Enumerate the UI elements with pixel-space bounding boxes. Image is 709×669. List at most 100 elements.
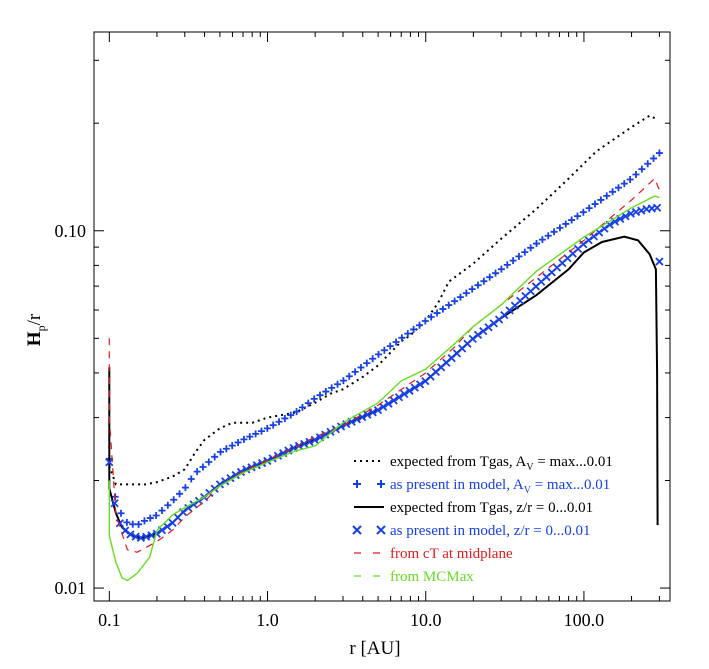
legend: expected from Tgas, AV = max...0.01 as pr… xyxy=(352,454,613,585)
series-point xyxy=(211,453,219,461)
series-point xyxy=(474,281,482,289)
series-point xyxy=(400,389,409,399)
series-mcmax xyxy=(108,195,660,582)
series-point xyxy=(550,228,558,236)
series-point xyxy=(217,448,225,456)
series-point xyxy=(433,309,441,317)
series-point xyxy=(352,415,362,424)
series-point xyxy=(281,414,289,422)
series-point xyxy=(363,359,371,367)
legend-label: expected from Tgas, AV = max...0.01 xyxy=(390,454,613,473)
series-point xyxy=(240,435,248,443)
series-point xyxy=(181,484,189,492)
series-point xyxy=(584,236,593,245)
legend-item: from cT at midplane xyxy=(354,546,513,562)
series-point xyxy=(489,319,498,328)
series-point xyxy=(334,380,342,388)
series-point xyxy=(439,305,447,313)
series-point xyxy=(456,293,464,301)
series-point xyxy=(316,391,324,399)
series-point xyxy=(322,388,330,396)
series-layer xyxy=(105,114,664,582)
legend-label: from MCMax xyxy=(390,569,474,585)
legend-label: as present in model, z/r = 0...0.01 xyxy=(390,523,591,539)
series-point xyxy=(603,192,611,200)
series-point xyxy=(263,424,271,432)
series-point xyxy=(110,499,119,508)
series-point xyxy=(650,154,658,162)
series-point xyxy=(410,383,419,392)
axis-ticks xyxy=(94,32,670,601)
series-point xyxy=(300,439,309,448)
series-point xyxy=(123,518,131,526)
series-point xyxy=(573,212,581,220)
x-tick-label: 100.0 xyxy=(564,610,605,630)
x-tick-label: 1.0 xyxy=(256,610,279,630)
series-point xyxy=(451,297,459,305)
series-point xyxy=(538,236,546,244)
legend-swatch xyxy=(352,525,362,535)
series-point xyxy=(556,224,564,232)
series-point xyxy=(497,265,505,273)
series-point xyxy=(339,377,347,385)
y-axis-title-main: H xyxy=(24,331,45,346)
legend-item: expected from Tgas, z/r = 0...0.01 xyxy=(354,500,593,516)
series-point xyxy=(392,338,400,346)
y-tick-label: 0.10 xyxy=(55,221,87,241)
legend-item: from MCMax xyxy=(354,569,474,585)
series-point xyxy=(117,509,125,517)
series-point xyxy=(562,220,570,228)
series-point xyxy=(375,350,383,358)
series-point xyxy=(298,403,306,411)
legend-item: as present in model, z/r = 0...0.01 xyxy=(352,523,591,539)
series-point xyxy=(305,437,314,447)
series-point xyxy=(638,165,646,173)
series-point xyxy=(484,323,493,332)
series-point xyxy=(129,520,137,528)
series-point xyxy=(394,393,404,402)
series-point xyxy=(336,422,346,431)
series-point xyxy=(287,411,295,419)
x-tick-label: 10.0 xyxy=(410,610,442,630)
series-point xyxy=(445,301,453,309)
series-point xyxy=(140,517,148,525)
series-point xyxy=(146,514,154,522)
series-point xyxy=(479,326,488,336)
series-line xyxy=(108,177,660,553)
series-point xyxy=(468,285,476,293)
series-point xyxy=(620,180,628,188)
series-point xyxy=(468,334,477,344)
series-point xyxy=(205,458,213,466)
series-point xyxy=(579,240,588,249)
y-axis-title-tail: /r xyxy=(24,313,45,325)
series-point xyxy=(379,402,388,412)
series-point xyxy=(310,395,318,403)
series-point xyxy=(415,321,423,329)
series-point xyxy=(252,430,260,438)
series-point xyxy=(228,442,236,450)
series-point xyxy=(585,204,593,212)
series-point xyxy=(544,232,552,240)
series-point xyxy=(398,334,406,342)
series-point xyxy=(293,408,301,416)
series-point xyxy=(410,325,418,333)
series-point xyxy=(421,317,429,325)
x-tick-label: 0.1 xyxy=(98,610,121,630)
y-axis-title: Hp/r xyxy=(24,313,48,346)
series-point xyxy=(170,496,178,504)
series-point xyxy=(304,399,312,407)
legend-item: expected from Tgas, AV = max...0.01 xyxy=(354,454,613,473)
series-point xyxy=(199,463,207,471)
legend-label: expected from Tgas, z/r = 0...0.01 xyxy=(390,500,593,516)
series-point xyxy=(152,511,160,519)
tick-labels: 0.1 1.0 10.0 100.0 0.01 0.10 xyxy=(55,221,605,630)
series-point xyxy=(126,530,135,539)
series-point xyxy=(158,507,166,515)
series-point xyxy=(357,363,365,371)
series-point xyxy=(568,216,576,224)
series-point xyxy=(184,503,193,513)
series-point xyxy=(380,346,388,354)
series-point xyxy=(373,405,383,415)
series-point xyxy=(632,170,640,178)
